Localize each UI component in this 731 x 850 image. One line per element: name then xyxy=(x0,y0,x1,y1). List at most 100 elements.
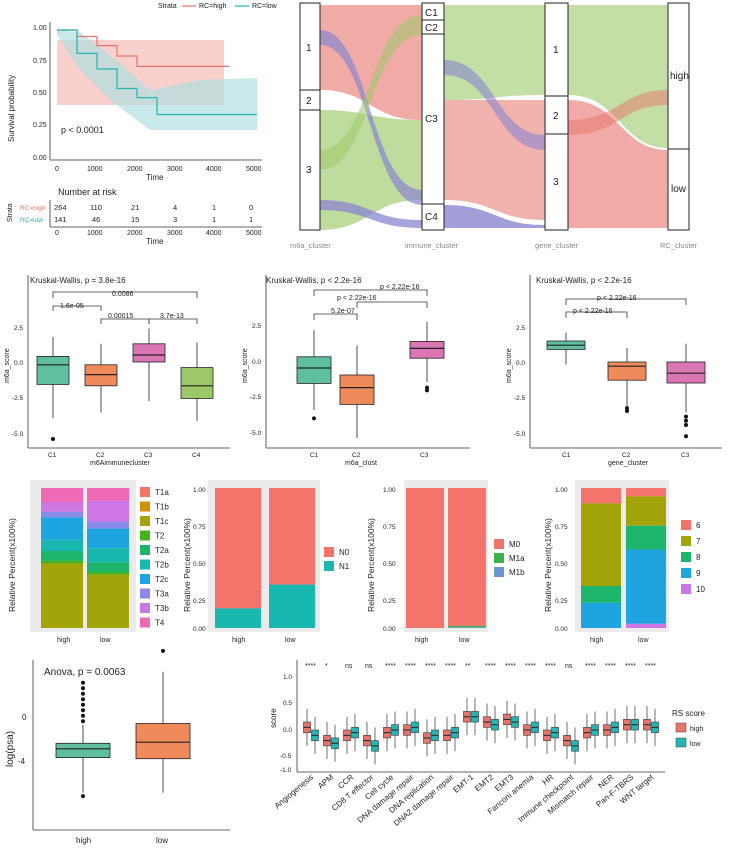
psa-box-1 xyxy=(135,723,191,760)
box1-ytick-m25: -2.5 xyxy=(12,395,24,402)
legendG-label-9: 9 xyxy=(696,569,701,578)
legendT-label-T4: T4 xyxy=(155,619,165,628)
sankey-flow-4 xyxy=(320,15,422,170)
stackT-seg-low-T4 xyxy=(87,488,129,501)
sankey-flow-12 xyxy=(568,90,668,135)
legendM-label-M1a: M1a xyxy=(509,554,525,563)
rs-sig-13: ns xyxy=(565,663,573,670)
box1-p-37e13: 3.7e-13 xyxy=(160,313,184,320)
box1-bracket-16e05 xyxy=(52,305,102,311)
legendT-label-T2a: T2a xyxy=(155,546,169,555)
psa-outlier-0-3 xyxy=(81,702,85,707)
stackM-ytick-025: 0.25 xyxy=(383,598,396,605)
box3-box-2 xyxy=(666,361,706,384)
legendG-swatch-7 xyxy=(681,536,691,546)
rs-sig-15: **** xyxy=(605,663,616,670)
stackN-seg-low-N1 xyxy=(269,584,315,628)
psa-outlier-0-5 xyxy=(81,691,85,696)
box1-p-16e05: 1.6e-05 xyxy=(60,303,84,310)
km-strata-title: Strata xyxy=(158,3,177,10)
legendM-swatch-M0 xyxy=(494,539,504,549)
psa-outlier-0-7 xyxy=(81,680,85,685)
stackT-seg-high-T2c xyxy=(41,517,83,540)
legendG-label-8: 8 xyxy=(696,553,701,562)
km-risk-low-2: 15 xyxy=(131,215,139,224)
rs-sig-7: **** xyxy=(445,663,456,670)
box3-ytick-25: 2.5 xyxy=(516,325,525,332)
stackN-ytick-1: 1.00 xyxy=(193,487,206,494)
stackG-x-high: high xyxy=(590,637,603,644)
sankey-label-gene-2: 2 xyxy=(553,111,559,122)
stackG-seg-low-10 xyxy=(626,623,666,628)
km-xtick-2000: 2000 xyxy=(127,166,143,173)
rs-panel: 1.0 0.5 0.0 -0.5 -1.0 score **** * ns ns ***… xyxy=(269,660,705,828)
psa-ylabel: log(psa) xyxy=(5,731,16,767)
sankey-flow-3 xyxy=(320,30,422,205)
box3-test: Kruskal-Wallis, p < 2.2e-16 xyxy=(536,276,632,285)
box1-cat-c4: C4 xyxy=(192,452,201,459)
box1-cat-c2: C2 xyxy=(96,452,105,459)
stackN-ytick-000: 0.00 xyxy=(193,626,206,633)
km-panel: Strata RC=high RC=low 1.00 0.75 0.50 0.2… xyxy=(7,3,278,246)
stackG-seg-high-9 xyxy=(581,602,621,628)
stackG-ytick-025: 0.25 xyxy=(555,598,568,605)
box1-ytick-m5: -5.0 xyxy=(12,431,24,438)
stackN-x-low: low xyxy=(285,637,296,644)
km-risk-low-4: 1 xyxy=(212,215,216,224)
box1-ytick-25: 2.5 xyxy=(14,325,23,332)
sankey-flow-10 xyxy=(568,5,668,148)
sankey-flow-8 xyxy=(444,60,545,150)
stackG-seg-low-7 xyxy=(626,496,666,526)
sankey-axis-immune: immune_cluster xyxy=(405,241,458,250)
sankey-flow-6 xyxy=(444,5,545,100)
km-xtick-5000: 5000 xyxy=(246,166,262,173)
stackG-ytick-075: 0.75 xyxy=(555,524,568,531)
legendT-label-T2c: T2c xyxy=(155,575,168,584)
legendT-label-T2b: T2b xyxy=(155,561,169,570)
km-legend-low: RC=low xyxy=(252,3,278,10)
box1-outlier-0-0 xyxy=(51,437,55,441)
legendG-label-6: 6 xyxy=(696,521,701,530)
stackG-seg-low-9 xyxy=(626,549,666,624)
box1-xlabel: m6Aimmunecluster xyxy=(90,460,151,467)
box2-cat-c1: C1 xyxy=(310,452,319,459)
legendG-label-10: 10 xyxy=(696,585,705,594)
sankey-label-m6a-1: 1 xyxy=(306,43,312,54)
box2-ytick-m25: -2.5 xyxy=(250,394,262,401)
sankey-flow-5 xyxy=(320,200,422,228)
box2-outlier-0-0 xyxy=(312,416,316,421)
box3-box-1 xyxy=(607,361,647,381)
legendM-label-M0: M0 xyxy=(509,540,521,549)
psa-outlier-1-0 xyxy=(161,648,165,653)
box2-box-2 xyxy=(409,340,445,359)
box3-outlier-1-0 xyxy=(625,406,629,411)
rs-ylabel: score xyxy=(269,708,278,728)
rs-ytick-m05: -0.5 xyxy=(280,753,292,760)
sankey-node-m6a-3 xyxy=(299,109,321,231)
box2-ylabel: m6a_score xyxy=(242,348,249,383)
box3-bracket-1 xyxy=(565,298,687,305)
km-xtick-1000: 1000 xyxy=(87,166,103,173)
box3-cat-c2: C2 xyxy=(622,452,631,459)
box3-outlier-2-3 xyxy=(684,434,688,439)
stackG-ytick-050: 0.50 xyxy=(555,561,568,568)
legendT-swatch-T2c xyxy=(140,574,150,584)
box1-ytick-0: 0.0 xyxy=(14,360,23,367)
sankey-node-gene-3 xyxy=(544,133,569,231)
rs-sig-14: **** xyxy=(585,663,596,670)
psa-box-0 xyxy=(55,742,111,758)
box1-box-3 xyxy=(180,367,214,399)
rs-legend-high: high xyxy=(690,726,703,733)
box1-panel: Kruskal-Wallis, p = 3.8e-16 2.5 0.0 -2.5… xyxy=(4,275,230,467)
box2-xlabel: m6a_clust xyxy=(345,460,377,467)
km-risk-low-3: 3 xyxy=(173,215,177,224)
box1-box-2 xyxy=(132,343,166,363)
km-ytick-075: 0.75 xyxy=(33,58,47,65)
km-risk-high-3: 4 xyxy=(173,203,177,212)
stackG-panel: 1.00 0.75 0.50 0.25 0.00 Relative Percen… xyxy=(543,480,705,644)
rs-cat-12: HR xyxy=(541,772,556,786)
stackN-x-high: high xyxy=(232,637,245,644)
stackM-x-high: high xyxy=(415,637,428,644)
legendT-swatch-T1b xyxy=(140,501,150,512)
stackM-seg-low-M1a xyxy=(448,625,486,628)
